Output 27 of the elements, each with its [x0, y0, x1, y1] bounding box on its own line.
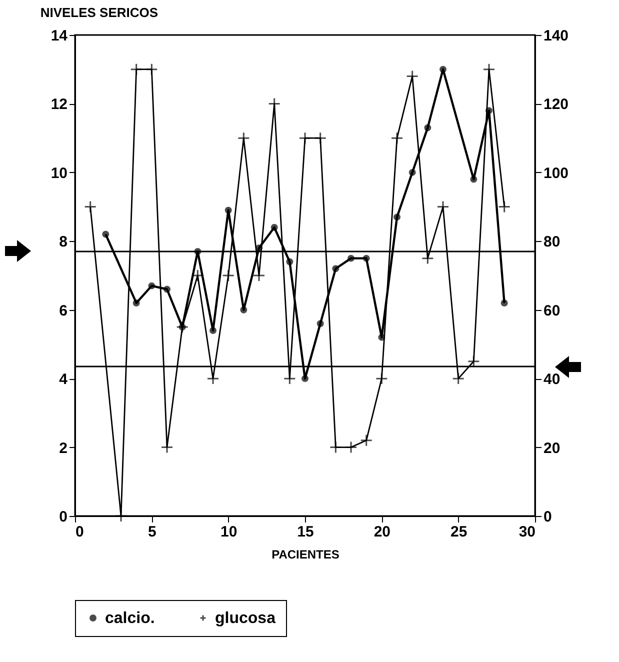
y2-tick-label: 140 — [544, 28, 569, 44]
y2-tick-label: 0 — [544, 508, 552, 526]
x-tick-label: 0 — [76, 524, 84, 540]
y2-tick-label: 80 — [544, 234, 560, 251]
x-tick-label: 15 — [297, 524, 314, 540]
y-tick-label: 0 — [59, 508, 68, 526]
y-tick-label: 2 — [59, 440, 68, 457]
x-tick-label: 25 — [450, 524, 468, 540]
x-tick-label: 30 — [518, 524, 536, 540]
y2-tick-label: 100 — [544, 164, 569, 182]
legend-label: glucosa — [215, 610, 276, 627]
y-tick-label: 12 — [50, 96, 68, 114]
y2-tick-label: 60 — [544, 302, 560, 320]
x-axis-title: PACIENTES — [272, 548, 340, 562]
y-tick-label: 8 — [59, 234, 68, 251]
x-tick-label: 5 — [148, 524, 156, 540]
y2-tick-label: 20 — [544, 440, 560, 457]
y-tick-label: 10 — [50, 164, 68, 182]
x-tick-label: 20 — [374, 524, 391, 540]
y-tick-label: 4 — [59, 371, 68, 388]
chart-title: NIVELES SERICOS — [40, 5, 158, 20]
y2-tick-label: 120 — [544, 96, 569, 114]
y-tick-label: 6 — [59, 302, 68, 320]
y2-tick-label: 40 — [544, 371, 560, 388]
y-tick-label: 14 — [50, 28, 68, 44]
legend-label: calcio. — [105, 610, 155, 627]
x-tick-label: 10 — [220, 524, 238, 540]
